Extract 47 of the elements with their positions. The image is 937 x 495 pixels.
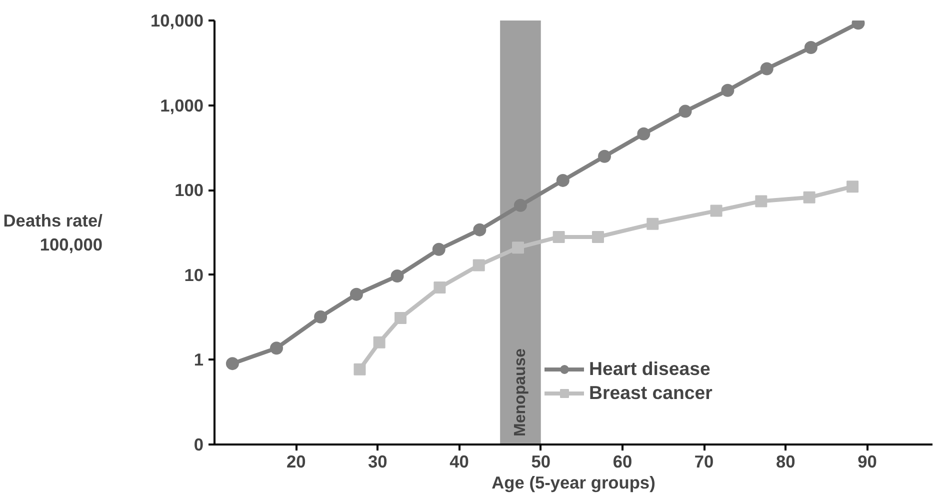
point (432, 242, 446, 256)
point (678, 104, 692, 118)
x-tick-label: 70 (694, 452, 714, 472)
legend-label: Heart disease (589, 358, 710, 380)
point (646, 218, 659, 230)
point (592, 230, 604, 243)
point (354, 363, 366, 376)
x-tick-label: 60 (612, 452, 632, 472)
point (472, 259, 485, 272)
point (846, 180, 859, 193)
point (314, 310, 328, 324)
point (270, 342, 284, 355)
point (710, 204, 722, 217)
y-tick-label: 10 (184, 264, 204, 285)
point (755, 195, 768, 208)
point (598, 150, 612, 163)
point (434, 282, 446, 294)
x-tick-label: 30 (368, 452, 388, 472)
point (637, 127, 650, 140)
point (512, 242, 524, 254)
point (514, 198, 527, 212)
y-tick-label: 100 (174, 180, 204, 200)
point (760, 62, 774, 76)
point (556, 174, 570, 187)
x-axis-title: Age (5-year groups) (492, 472, 656, 492)
point (721, 84, 734, 97)
x-tick-label: 20 (286, 452, 306, 472)
point (473, 223, 486, 236)
legend-label: Breast cancer (589, 382, 712, 404)
point (226, 357, 239, 370)
band-label: Menopause (512, 348, 529, 436)
x-tick-label: 90 (858, 452, 877, 472)
y-tick-label: 1 (194, 350, 204, 370)
y-tick-label: 10,000 (150, 10, 204, 30)
point (390, 270, 404, 283)
y-axis-title: Deaths rate/ 100,000 (3, 210, 103, 254)
point (552, 230, 565, 243)
point (350, 288, 363, 301)
point (803, 191, 816, 204)
point (373, 336, 386, 348)
x-tick-label: 80 (776, 452, 796, 472)
point (394, 312, 407, 324)
x-tick-label: 40 (450, 452, 469, 472)
y-tick-label: 0 (194, 434, 204, 454)
y-tick-label: 1,000 (160, 95, 204, 116)
point (804, 41, 818, 54)
x-tick-label: 50 (531, 452, 551, 472)
